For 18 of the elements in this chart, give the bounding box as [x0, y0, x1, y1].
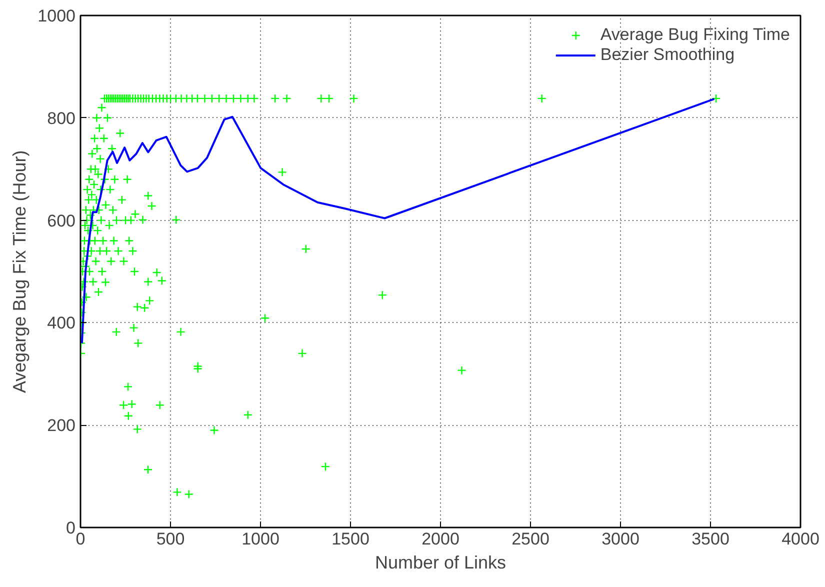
y-tick-label: 400 [47, 314, 76, 333]
legend-label: Average Bug Fixing Time [600, 25, 790, 45]
x-tick-label: 1000 [242, 530, 280, 548]
x-tick-label: 500 [156, 530, 185, 548]
y-tick-label: 1000 [38, 6, 76, 26]
x-tick-label: 2000 [422, 530, 460, 548]
x-tick-label: 4000 [782, 530, 820, 548]
legend-label: Bezier Smoothing [600, 45, 735, 65]
y-tick-label: 600 [47, 211, 76, 230]
line-series [80, 98, 716, 344]
y-tick-label: 800 [47, 108, 76, 128]
y-axis-title: Avegarge Bug Fix Time (Hour) [10, 150, 30, 394]
x-tick-label: 2500 [512, 530, 550, 548]
y-tick-label: 200 [47, 416, 76, 436]
x-tick-label: 1500 [332, 530, 370, 548]
x-tick-label: 3500 [692, 530, 730, 548]
x-tick-label: 3000 [602, 530, 640, 548]
x-axis-title: Number of Links [374, 552, 506, 572]
